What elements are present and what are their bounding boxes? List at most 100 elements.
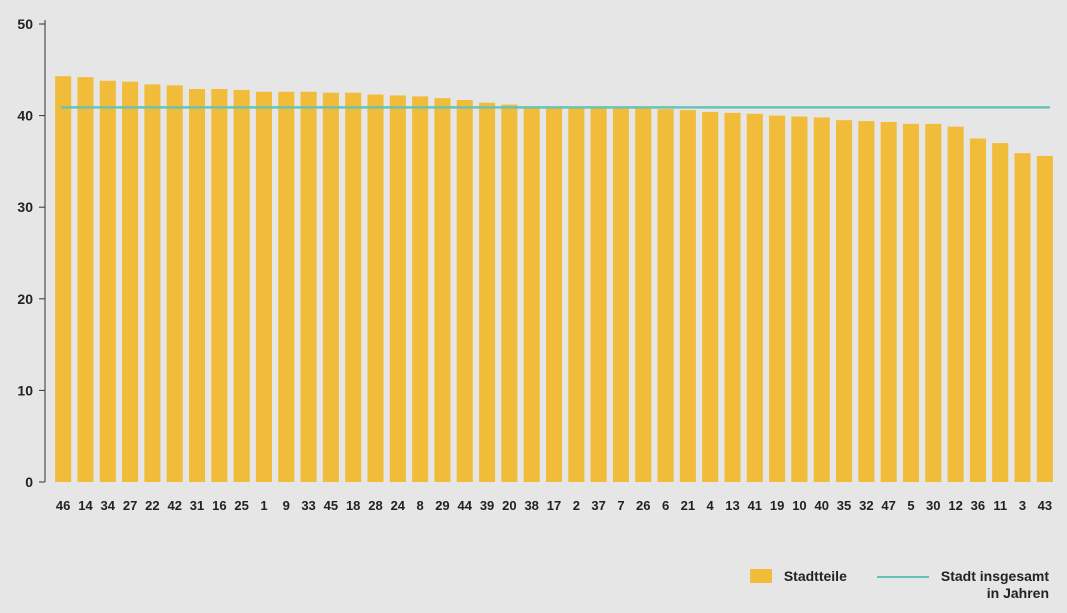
bar <box>144 84 161 483</box>
x-tick-label: 4 <box>707 498 715 513</box>
x-tick-label: 25 <box>234 498 248 513</box>
legend-label-bars: Stadtteile <box>783 568 847 584</box>
x-tick-label: 18 <box>346 498 360 513</box>
bar <box>969 138 986 482</box>
bar <box>456 100 473 482</box>
bar <box>501 104 518 482</box>
bar <box>99 80 116 483</box>
bar <box>746 113 763 482</box>
x-tick-label: 8 <box>417 498 424 513</box>
y-tick-label: 0 <box>25 474 33 490</box>
x-tick-label: 39 <box>480 498 494 513</box>
bar <box>188 89 206 482</box>
x-tick-label: 5 <box>907 498 914 513</box>
bar <box>769 115 786 482</box>
x-tick-label: 41 <box>748 498 762 513</box>
bar <box>523 106 540 482</box>
bar <box>836 120 853 483</box>
x-tick-label: 43 <box>1038 498 1052 513</box>
bar <box>255 91 272 482</box>
bar <box>679 110 696 482</box>
bar <box>902 123 920 483</box>
bar <box>635 107 652 482</box>
x-tick-label: 34 <box>101 498 116 513</box>
y-tick-label: 20 <box>17 291 33 307</box>
y-tick-label: 10 <box>17 382 33 398</box>
bar <box>122 81 139 482</box>
y-tick-label: 40 <box>17 108 33 124</box>
bars <box>55 76 1053 483</box>
x-tick-label: 26 <box>636 498 650 513</box>
x-tick-label: 17 <box>547 498 561 513</box>
bar <box>322 92 339 482</box>
x-tick-label: 36 <box>971 498 985 513</box>
bar <box>479 102 496 482</box>
x-tick-label: 45 <box>324 498 338 513</box>
x-tick-label: 13 <box>725 498 739 513</box>
bar <box>568 107 585 482</box>
bar <box>791 116 808 483</box>
x-tick-label: 12 <box>948 498 962 513</box>
bar <box>389 95 406 482</box>
x-tick-label: 9 <box>283 498 290 513</box>
bar <box>345 92 362 482</box>
bar <box>590 107 607 482</box>
y-axis-ticks: 0 10 20 30 40 50 <box>17 16 45 490</box>
bar <box>925 123 942 483</box>
bar <box>702 111 719 482</box>
y-tick-label: 50 <box>17 16 33 32</box>
bar <box>880 122 897 483</box>
legend: Stadtteile Stadt insgesamt in Jahren <box>749 568 1049 602</box>
bar <box>211 89 228 482</box>
x-tick-label: 27 <box>123 498 137 513</box>
bar <box>1014 153 1031 482</box>
x-tick-label: 37 <box>591 498 605 513</box>
x-tick-label: 22 <box>145 498 159 513</box>
bar <box>1036 155 1053 483</box>
x-tick-label: 31 <box>190 498 204 513</box>
x-tick-label: 38 <box>524 498 538 513</box>
bar <box>545 107 563 482</box>
x-tick-label: 40 <box>814 498 828 513</box>
x-axis-labels: 46 14 34 27 22 42 31 16 25 1 9 33 45 18 28 24 8 29 44 39 20 3… <box>56 498 1052 513</box>
x-tick-label: 1 <box>260 498 267 513</box>
x-tick-label: 42 <box>167 498 181 513</box>
legend-label-unit: in Jahren <box>986 585 1049 601</box>
x-tick-label: 10 <box>792 498 806 513</box>
x-tick-label: 35 <box>837 498 851 513</box>
bar <box>858 121 875 482</box>
bar <box>166 85 183 482</box>
bar <box>55 76 72 482</box>
bar <box>992 143 1009 482</box>
bar <box>367 94 384 483</box>
x-tick-label: 33 <box>301 498 315 513</box>
bar <box>434 98 451 483</box>
bar <box>813 117 830 482</box>
x-tick-label: 47 <box>881 498 895 513</box>
x-tick-label: 46 <box>56 498 70 513</box>
x-tick-label: 20 <box>502 498 516 513</box>
x-tick-label: 11 <box>993 498 1007 513</box>
x-tick-label: 21 <box>681 498 695 513</box>
legend-swatch-bars <box>749 569 772 583</box>
bar <box>77 77 94 483</box>
x-tick-label: 28 <box>368 498 382 513</box>
legend-item-line: Stadt insgesamt in Jahren <box>876 568 1049 602</box>
x-tick-label: 14 <box>78 498 93 513</box>
bar <box>612 107 629 482</box>
x-tick-label: 24 <box>391 498 406 513</box>
x-tick-label: 6 <box>662 498 669 513</box>
x-tick-label: 2 <box>573 498 580 513</box>
legend-label-line: Stadt insgesamt <box>940 568 1049 584</box>
bar <box>233 89 250 483</box>
x-tick-label: 44 <box>458 498 473 513</box>
x-tick-label: 29 <box>435 498 449 513</box>
bar <box>412 96 429 482</box>
legend-item-bars: Stadtteile <box>749 568 847 585</box>
bar <box>278 91 295 482</box>
x-tick-label: 3 <box>1019 498 1026 513</box>
x-tick-label: 16 <box>212 498 226 513</box>
x-tick-label: 7 <box>617 498 624 513</box>
